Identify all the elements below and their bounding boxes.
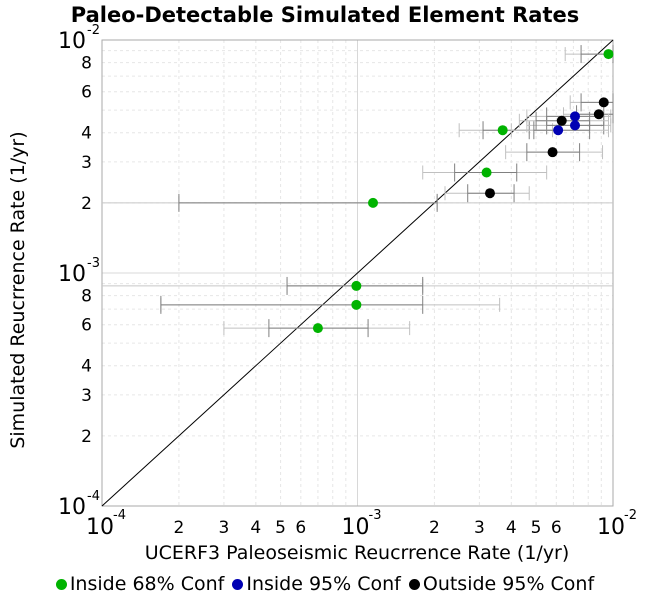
x-tick-exponent: -3 [369,508,382,523]
y-tick-label: 3 [81,386,92,406]
x-axis-label: UCERF3 Paleoseismic Reucrrence Rate (1/y… [145,542,570,564]
reference-line-group [101,39,614,507]
data-point [556,115,567,126]
legend-item-inside-95: Inside 95% Conf [232,573,401,595]
y-tick-exponent: -3 [87,256,100,271]
data-point [547,147,558,158]
x-tick-label: 4 [250,518,261,538]
legend-label: Inside 95% Conf [246,573,401,595]
data-point [603,49,614,60]
x-tick-label: 4 [506,518,517,538]
grid [102,40,613,506]
x-tick-label: 2 [173,518,184,538]
y-axis-label: Simulated Reucrrence Rate (1/yr) [7,131,29,448]
y-tick-label: 6 [81,83,92,103]
y-tick-label: 4 [81,124,92,144]
x-tick-exponent: -2 [624,508,637,523]
data-point [312,323,323,334]
chart: Paleo-Detectable Simulated Element Rates… [7,3,637,564]
legend-label: Inside 68% Conf [69,573,225,595]
data-points [312,49,614,334]
x-tick-label: 3 [474,518,485,538]
legend-marker-green-icon [55,578,67,590]
x-tick-label: 3 [218,518,229,538]
y-tick-exponent: -4 [87,489,100,504]
y-tick-label: 8 [81,54,92,74]
y-tick-label: 10 [58,495,86,520]
y-tick-label: 4 [81,357,92,377]
legend-item-inside-68: Inside 68% Conf [55,573,225,595]
data-point [569,111,580,122]
data-point [351,280,362,291]
data-point [497,125,508,136]
legend-item-outside-95: Outside 95% Conf [408,573,595,595]
data-point [368,197,379,208]
data-point [481,167,492,178]
y-tick-label: 10 [58,262,86,287]
reference-line [101,39,614,507]
chart-title: Paleo-Detectable Simulated Element Rates [71,3,579,27]
data-point [351,299,362,310]
x-tick-label: 10 [342,515,370,540]
y-tick-label: 2 [81,194,92,214]
y-tick-label: 3 [81,153,92,173]
x-tick-label: 6 [551,518,562,538]
axis-ticks: 10 -410 -410 -310 -310 -210 -22 3 4 5 6 2 3 4 5 6234682… [58,23,637,540]
data-point [553,125,564,136]
legend-marker-black-icon [408,578,420,590]
y-tick-exponent: -2 [87,23,100,38]
legend: Inside 68% Conf Inside 95% Conf Outside … [0,570,650,598]
legend-marker-blue-icon [232,578,244,590]
y-tick-label: 8 [81,287,92,307]
y-tick-label: 10 [58,29,86,54]
y-tick-label: 6 [81,316,92,336]
x-tick-label: 10 [597,515,625,540]
data-point [598,97,609,108]
data-point [593,109,604,120]
x-tick-label: 5 [531,518,542,538]
x-tick-label: 6 [295,518,306,538]
x-tick-label: 2 [429,518,440,538]
data-point [484,188,495,199]
y-tick-label: 2 [81,427,92,447]
x-tick-label: 5 [275,518,286,538]
x-tick-label: 10 [86,515,114,540]
plot-area [101,39,614,507]
x-tick-exponent: -4 [113,508,126,523]
data-point [569,120,580,131]
legend-label: Outside 95% Conf [422,573,595,595]
